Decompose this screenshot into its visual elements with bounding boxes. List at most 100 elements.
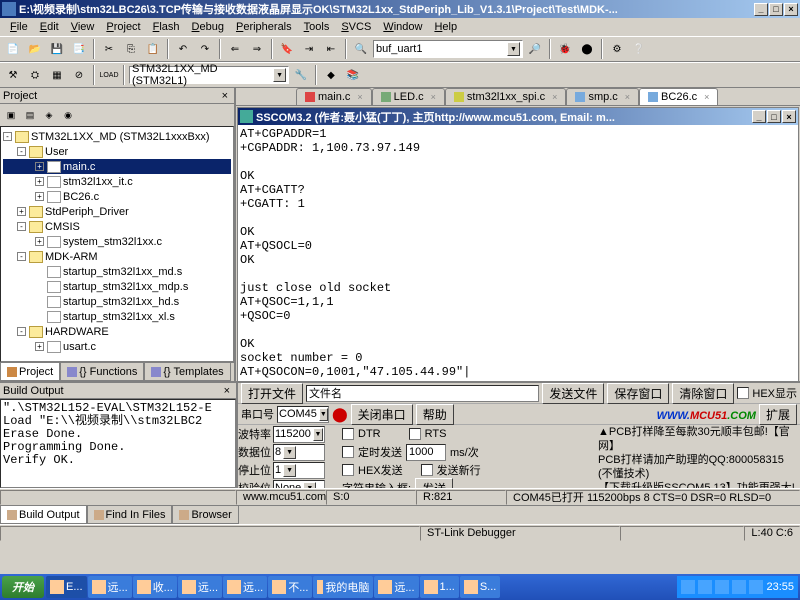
- send-button[interactable]: 发送: [415, 478, 453, 489]
- menu-tools[interactable]: Tools: [298, 20, 336, 34]
- debug-icon[interactable]: 🐞: [555, 39, 575, 59]
- tree-node[interactable]: startup_stm32l1xx_xl.s: [3, 309, 231, 324]
- hex-display-checkbox[interactable]: [737, 387, 749, 399]
- stopbits-combo[interactable]: 1▼: [273, 462, 325, 479]
- proj-tool-icon[interactable]: ▤: [21, 106, 39, 124]
- build-all-icon[interactable]: ▦: [47, 65, 67, 85]
- maximize-button[interactable]: □: [769, 3, 783, 16]
- books-icon[interactable]: 📚: [343, 65, 363, 85]
- proj-tool-icon[interactable]: ◉: [59, 106, 77, 124]
- tree-node[interactable]: +stm32l1xx_it.c: [3, 174, 231, 189]
- paste-icon[interactable]: 📋: [143, 39, 163, 59]
- outdent-icon[interactable]: ⇤: [321, 39, 341, 59]
- databits-combo[interactable]: 8▼: [273, 444, 325, 461]
- taskbar-item[interactable]: 我的电脑: [313, 576, 373, 598]
- menu-svcs[interactable]: SVCS: [335, 20, 377, 34]
- menu-flash[interactable]: Flash: [147, 20, 186, 34]
- panel-close-icon[interactable]: ×: [221, 385, 233, 397]
- download-icon[interactable]: LOAD: [99, 65, 119, 85]
- undo-icon[interactable]: ↶: [173, 39, 193, 59]
- close-button[interactable]: ×: [784, 3, 798, 16]
- tree-node[interactable]: -User: [3, 144, 231, 159]
- copy-icon[interactable]: ⎘: [121, 39, 141, 59]
- tree-node[interactable]: +StdPeriph_Driver: [3, 204, 231, 219]
- parity-combo[interactable]: None▼: [273, 480, 325, 489]
- open-icon[interactable]: 📂: [25, 39, 45, 59]
- taskbar-item[interactable]: 远...: [374, 576, 418, 598]
- hexsend-checkbox[interactable]: [342, 464, 354, 476]
- clear-window-button[interactable]: 清除窗口: [672, 383, 734, 404]
- tree-node[interactable]: startup_stm32l1xx_hd.s: [3, 294, 231, 309]
- tray-icon[interactable]: [732, 580, 746, 594]
- tree-node[interactable]: startup_stm32l1xx_md.s: [3, 264, 231, 279]
- baud-combo[interactable]: 115200▼: [273, 426, 325, 443]
- find-next-icon[interactable]: 🔎: [525, 39, 545, 59]
- send-file-button[interactable]: 发送文件: [542, 383, 604, 404]
- stop-build-icon[interactable]: ⊘: [69, 65, 89, 85]
- tree-node[interactable]: -CMSIS: [3, 219, 231, 234]
- mcu51-link[interactable]: WWW.MCU51.COM: [657, 404, 756, 424]
- find-combo[interactable]: buf_uart1 ▼: [373, 40, 523, 58]
- menu-debug[interactable]: Debug: [186, 20, 230, 34]
- build-tab[interactable]: Build Output: [0, 506, 87, 524]
- save-window-button[interactable]: 保存窗口: [607, 383, 669, 404]
- taskbar-item[interactable]: 远...: [223, 576, 267, 598]
- editor-tab[interactable]: BC26.c×: [639, 88, 718, 105]
- rts-checkbox[interactable]: [409, 428, 421, 440]
- interval-input[interactable]: [406, 444, 446, 461]
- manage-icon[interactable]: ◆: [321, 65, 341, 85]
- timer-checkbox[interactable]: [342, 446, 354, 458]
- tree-node[interactable]: +system_stm32l1xx.c: [3, 234, 231, 249]
- build-log[interactable]: ".\STM32L152-EVAL\STM32L152-E Load "E:\\…: [0, 399, 236, 488]
- new-file-icon[interactable]: 📄: [3, 39, 23, 59]
- save-all-icon[interactable]: 📑: [69, 39, 89, 59]
- breakpoint-icon[interactable]: ⬤: [577, 39, 597, 59]
- proj-tab-templates[interactable]: {} Templates: [144, 363, 230, 381]
- tree-node[interactable]: +main.c: [3, 159, 231, 174]
- target-combo[interactable]: STM32L1XX_MD (STM32L1) ▼: [129, 66, 289, 84]
- help-button[interactable]: 帮助: [416, 404, 454, 425]
- tree-node[interactable]: startup_stm32l1xx_mdp.s: [3, 279, 231, 294]
- tray-icon[interactable]: [698, 580, 712, 594]
- redo-icon[interactable]: ↷: [195, 39, 215, 59]
- editor-tab[interactable]: stm32l1xx_spi.c×: [445, 88, 567, 105]
- taskbar-item[interactable]: 不...: [268, 576, 312, 598]
- editor-tab[interactable]: LED.c×: [372, 88, 445, 105]
- panel-close-icon[interactable]: ×: [219, 90, 231, 102]
- tree-node[interactable]: +usart.c: [3, 339, 231, 354]
- record-icon[interactable]: ⬤: [332, 406, 348, 423]
- tray-icon[interactable]: [681, 580, 695, 594]
- project-tree[interactable]: -STM32L1XX_MD (STM32L1xxxBxx)-User+main.…: [0, 126, 234, 362]
- config-icon[interactable]: ⚙: [607, 39, 627, 59]
- open-file-button[interactable]: 打开文件: [241, 383, 303, 404]
- start-button[interactable]: 开始: [2, 576, 44, 598]
- menu-file[interactable]: File: [4, 20, 34, 34]
- taskbar-item[interactable]: S...: [460, 576, 501, 598]
- proj-tool-icon[interactable]: ◈: [40, 106, 58, 124]
- dropdown-icon[interactable]: ▼: [507, 42, 520, 56]
- extend-button[interactable]: 扩展: [759, 404, 797, 425]
- build-tab[interactable]: Find In Files: [87, 506, 173, 524]
- build-tab[interactable]: Browser: [172, 506, 238, 524]
- editor-tab[interactable]: main.c×: [296, 88, 372, 105]
- nav-fwd-icon[interactable]: ⇒: [247, 39, 267, 59]
- rebuild-icon[interactable]: ⛭: [25, 65, 45, 85]
- save-icon[interactable]: 💾: [47, 39, 67, 59]
- filename-input[interactable]: [306, 385, 539, 402]
- options-icon[interactable]: 🔧: [291, 65, 311, 85]
- menu-edit[interactable]: Edit: [34, 20, 65, 34]
- cut-icon[interactable]: ✂: [99, 39, 119, 59]
- proj-tab-project[interactable]: Project: [0, 363, 60, 381]
- proj-tab-functions[interactable]: {} Functions: [60, 363, 144, 381]
- menu-peripherals[interactable]: Peripherals: [230, 20, 298, 34]
- proj-tool-icon[interactable]: ▣: [2, 106, 20, 124]
- newline-checkbox[interactable]: [421, 464, 433, 476]
- menu-help[interactable]: Help: [428, 20, 463, 34]
- dtr-checkbox[interactable]: [342, 428, 354, 440]
- taskbar-item[interactable]: 1...: [420, 576, 459, 598]
- sscom-close-button[interactable]: ×: [782, 110, 796, 123]
- bookmark-icon[interactable]: 🔖: [277, 39, 297, 59]
- taskbar-item[interactable]: 远...: [178, 576, 222, 598]
- sscom-min-button[interactable]: _: [752, 110, 766, 123]
- taskbar-item[interactable]: 收...: [133, 576, 177, 598]
